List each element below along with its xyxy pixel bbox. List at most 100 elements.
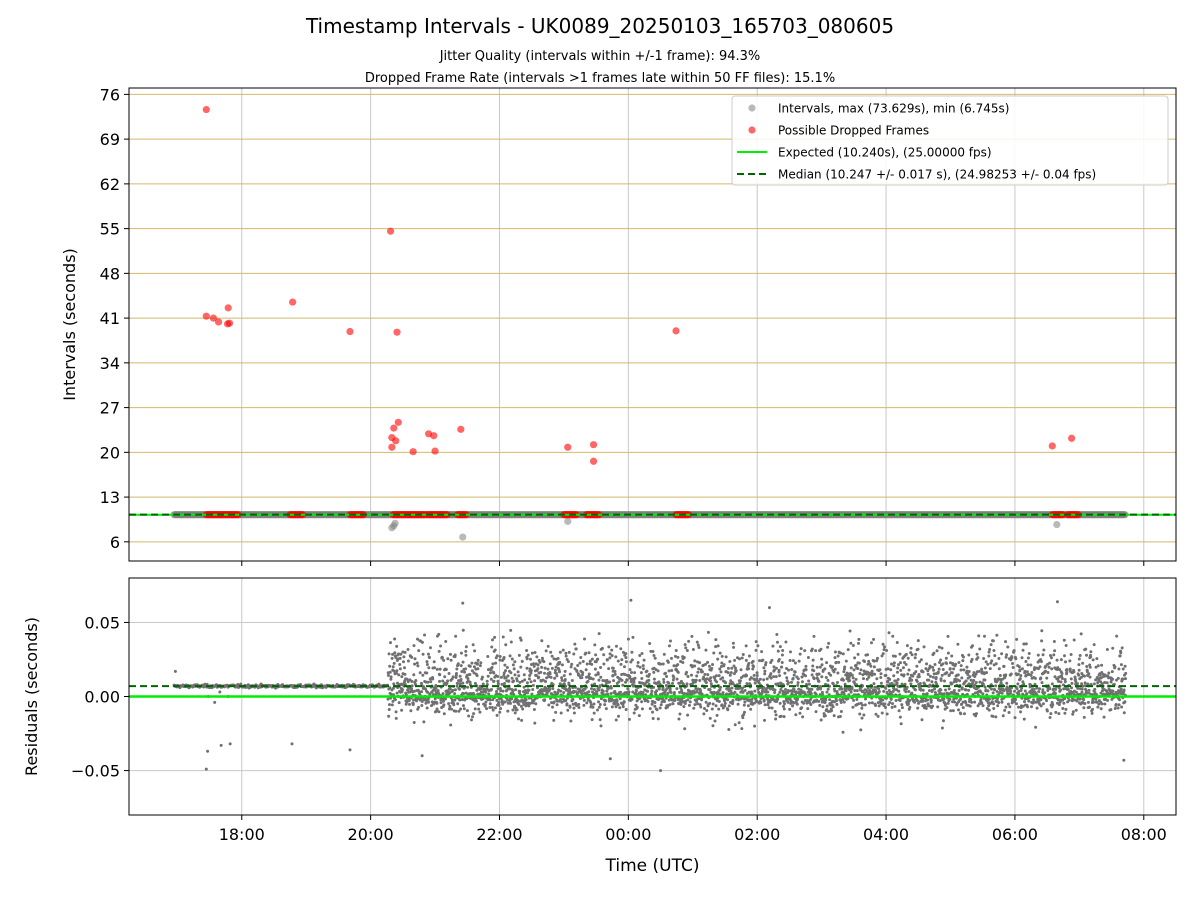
residual-point xyxy=(1019,710,1023,714)
residual-point xyxy=(489,668,493,672)
residual-point xyxy=(933,687,937,691)
residual-point xyxy=(632,680,636,684)
residual-point xyxy=(961,692,965,696)
residual-point xyxy=(504,643,508,647)
residual-point xyxy=(786,700,790,704)
residual-point xyxy=(685,692,689,696)
residual-point xyxy=(490,706,494,710)
residual-point xyxy=(604,707,608,711)
residual-point xyxy=(646,689,650,693)
residual-point xyxy=(978,647,982,651)
residual-point xyxy=(566,692,570,696)
residual-point xyxy=(897,689,901,693)
residual-point xyxy=(972,679,976,683)
residual-point xyxy=(867,659,871,663)
residual-point xyxy=(621,705,625,709)
residual-point xyxy=(659,662,663,666)
residual-point xyxy=(928,665,932,669)
residual-point xyxy=(553,668,557,672)
residual-point xyxy=(745,674,749,678)
residual-point xyxy=(425,671,429,675)
residual-point xyxy=(909,682,913,686)
residual-point xyxy=(982,657,986,661)
residual-point xyxy=(568,705,572,709)
residual-point xyxy=(503,681,507,685)
residual-point xyxy=(709,676,713,680)
residual-point xyxy=(697,697,701,701)
residual-point xyxy=(599,724,603,728)
residual-point xyxy=(499,689,503,693)
residual-point xyxy=(493,648,497,652)
residual-point xyxy=(481,697,485,701)
residual-point xyxy=(527,677,531,681)
residual-point xyxy=(945,661,949,665)
residual-point xyxy=(524,701,528,705)
residual-point xyxy=(880,654,884,658)
dropped-frame-rate-subtitle: Dropped Frame Rate (intervals >1 frames … xyxy=(364,71,836,86)
residual-point xyxy=(820,690,824,694)
residual-point xyxy=(839,651,843,655)
residual-point xyxy=(662,680,666,684)
residual-point xyxy=(511,688,515,692)
residual-point xyxy=(387,714,391,718)
residual-point xyxy=(810,673,814,677)
residual-point xyxy=(926,669,930,673)
residual-point xyxy=(726,698,730,702)
residual-point xyxy=(875,656,879,660)
residual-point xyxy=(957,708,961,712)
residual-point xyxy=(613,672,617,676)
residual-point xyxy=(617,680,621,684)
residual-point xyxy=(946,651,950,655)
residual-point xyxy=(405,700,409,704)
residual-point xyxy=(410,684,414,688)
residual-point xyxy=(1002,664,1006,668)
residual-point xyxy=(640,676,644,680)
residual-point xyxy=(460,697,464,701)
residual-point xyxy=(774,717,778,721)
residual-point xyxy=(517,674,521,678)
residual-point xyxy=(849,641,853,645)
residual-point xyxy=(841,730,845,734)
residual-point xyxy=(671,678,675,682)
residual-point xyxy=(590,687,594,691)
residual-point xyxy=(698,661,702,665)
residual-point xyxy=(389,677,393,681)
residual-point xyxy=(835,702,839,706)
residual-point xyxy=(661,686,665,690)
residual-point xyxy=(902,660,906,664)
residual-point xyxy=(527,704,531,708)
residual-point xyxy=(758,677,762,681)
residual-point xyxy=(594,660,598,664)
residual-point xyxy=(831,665,835,669)
residual-point xyxy=(984,660,988,664)
residual-point xyxy=(451,675,455,679)
residual-point xyxy=(979,690,983,694)
residual-point xyxy=(757,691,761,695)
residual-point xyxy=(636,664,640,668)
residual-point xyxy=(290,742,294,746)
residual-point xyxy=(989,661,993,665)
residual-point xyxy=(995,690,999,694)
residual-point xyxy=(870,669,874,673)
residual-point xyxy=(866,653,870,657)
residual-point xyxy=(464,653,468,657)
residual-point xyxy=(950,671,954,675)
residual-point xyxy=(434,686,438,690)
y-tick-label: 41 xyxy=(100,309,120,328)
residual-point xyxy=(737,721,741,725)
residual-point xyxy=(474,699,478,703)
residual-point xyxy=(435,707,439,711)
residual-point xyxy=(415,661,419,665)
residual-point xyxy=(849,666,853,670)
residual-point xyxy=(761,658,765,662)
residual-point xyxy=(726,666,730,670)
residual-point xyxy=(831,705,835,709)
residual-point xyxy=(734,669,738,673)
residual-point xyxy=(769,676,773,680)
residual-point xyxy=(416,664,420,668)
residual-point xyxy=(987,650,991,654)
residual-point xyxy=(478,710,482,714)
residual-point xyxy=(651,649,655,653)
residual-point xyxy=(968,675,972,679)
residual-point xyxy=(470,669,474,673)
